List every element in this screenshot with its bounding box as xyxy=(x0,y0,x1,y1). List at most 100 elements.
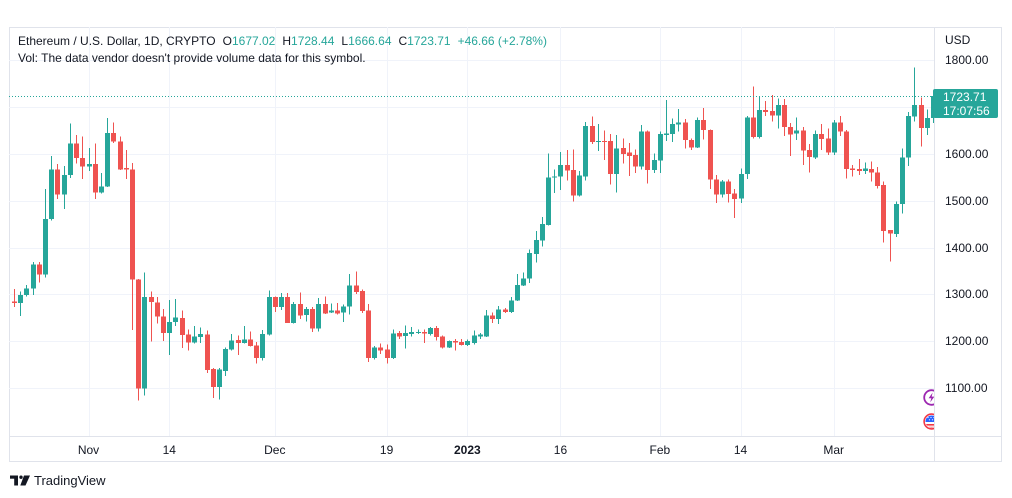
candle xyxy=(68,123,73,178)
candle xyxy=(422,329,427,344)
candle-wick xyxy=(852,165,853,177)
lightning-event-icon[interactable] xyxy=(923,389,934,406)
candle xyxy=(229,334,234,351)
candle xyxy=(819,124,824,150)
candle-body xyxy=(434,328,439,337)
footer-branding[interactable]: TradingView xyxy=(10,472,106,488)
candle xyxy=(24,285,29,297)
candle xyxy=(291,301,296,324)
candle-body xyxy=(360,291,365,312)
candle-body xyxy=(37,264,42,275)
candle xyxy=(633,149,638,174)
candle xyxy=(161,308,166,342)
candle-body xyxy=(540,224,545,241)
axis-corner xyxy=(934,436,1002,462)
candle xyxy=(521,272,526,286)
candle-wick xyxy=(734,189,735,219)
candle-body xyxy=(788,126,793,135)
candle-body xyxy=(689,139,694,148)
candle-body xyxy=(683,122,688,140)
candle-body xyxy=(503,309,508,313)
candle xyxy=(93,143,98,199)
candle-body xyxy=(472,335,477,344)
candle-body xyxy=(838,122,843,132)
symbol-title[interactable]: Ethereum / U.S. Dollar, 1D, CRYPTO xyxy=(18,34,216,48)
candle xyxy=(912,67,917,122)
candle-body xyxy=(621,147,626,155)
candle xyxy=(372,345,377,360)
candle-body xyxy=(111,132,116,142)
us-flag-event-icon[interactable] xyxy=(923,413,934,430)
bar-countdown: 17:07:56 xyxy=(943,104,990,119)
candle-wick xyxy=(604,130,605,161)
candle-body xyxy=(627,152,632,156)
candle-body xyxy=(881,184,886,231)
candle-wick xyxy=(194,326,195,344)
candle-body xyxy=(832,122,837,153)
candle xyxy=(627,143,632,176)
candle xyxy=(590,116,595,145)
candle-body xyxy=(242,339,247,344)
chart-plot-area[interactable] xyxy=(9,27,934,436)
candle xyxy=(155,297,160,324)
candle xyxy=(658,131,663,174)
candle xyxy=(788,123,793,156)
candle-body xyxy=(335,310,340,314)
candle xyxy=(683,118,688,149)
candle xyxy=(260,329,265,361)
candle-body xyxy=(310,308,315,329)
open-value: 1677.02 xyxy=(231,34,276,48)
candle-body xyxy=(304,308,309,315)
candle-wick xyxy=(765,101,766,117)
candle xyxy=(602,130,607,161)
time-tick-label: 19 xyxy=(379,443,394,457)
candle-wick xyxy=(238,335,239,356)
candle-wick xyxy=(151,291,152,342)
candle xyxy=(608,133,613,185)
candle-body xyxy=(658,133,663,161)
candle-body xyxy=(124,168,129,170)
candle xyxy=(409,327,414,337)
candle xyxy=(670,118,675,142)
candle-wick xyxy=(914,67,915,122)
candle-body xyxy=(484,315,489,337)
candle xyxy=(149,291,154,342)
open-label: O xyxy=(222,34,232,48)
candle-body xyxy=(546,177,551,226)
candle xyxy=(534,230,539,263)
candle xyxy=(130,162,135,330)
candle-body xyxy=(633,154,638,167)
candle xyxy=(645,130,650,184)
candle-body xyxy=(440,336,445,348)
candle-body xyxy=(167,322,172,333)
candle xyxy=(304,307,309,322)
candle-body xyxy=(708,130,713,180)
candle-body xyxy=(590,125,595,142)
symbol-legend: Ethereum / U.S. Dollar, 1D, CRYPTO O1677.… xyxy=(18,33,547,67)
high-label: H xyxy=(282,34,292,48)
candle xyxy=(515,273,520,301)
candle xyxy=(583,122,588,181)
candle-body xyxy=(62,175,67,195)
candle-wick xyxy=(865,162,866,175)
candle-wick xyxy=(678,109,679,132)
candle-wick xyxy=(175,299,176,327)
candle-body xyxy=(24,288,29,295)
candle-body xyxy=(726,181,731,194)
high-value: 1728.44 xyxy=(291,34,335,48)
candle xyxy=(447,340,452,349)
price-scale[interactable]: USD 1723.71 17:07:56 1100.00 1200.00 1300.… xyxy=(933,27,1002,436)
candle xyxy=(74,134,79,164)
candle xyxy=(832,119,837,155)
candle-body xyxy=(701,119,706,131)
candle-body xyxy=(751,117,756,138)
candle-body xyxy=(260,334,265,359)
candle xyxy=(428,327,433,336)
candle xyxy=(192,326,197,344)
candle xyxy=(111,122,116,144)
candle-body xyxy=(273,297,278,308)
candle xyxy=(838,116,843,137)
currency-label[interactable]: USD xyxy=(945,33,971,47)
time-axis[interactable]: Nov 14 Dec 19 2023 16 Feb 14 Mar xyxy=(9,436,934,462)
candle-body xyxy=(397,332,402,337)
